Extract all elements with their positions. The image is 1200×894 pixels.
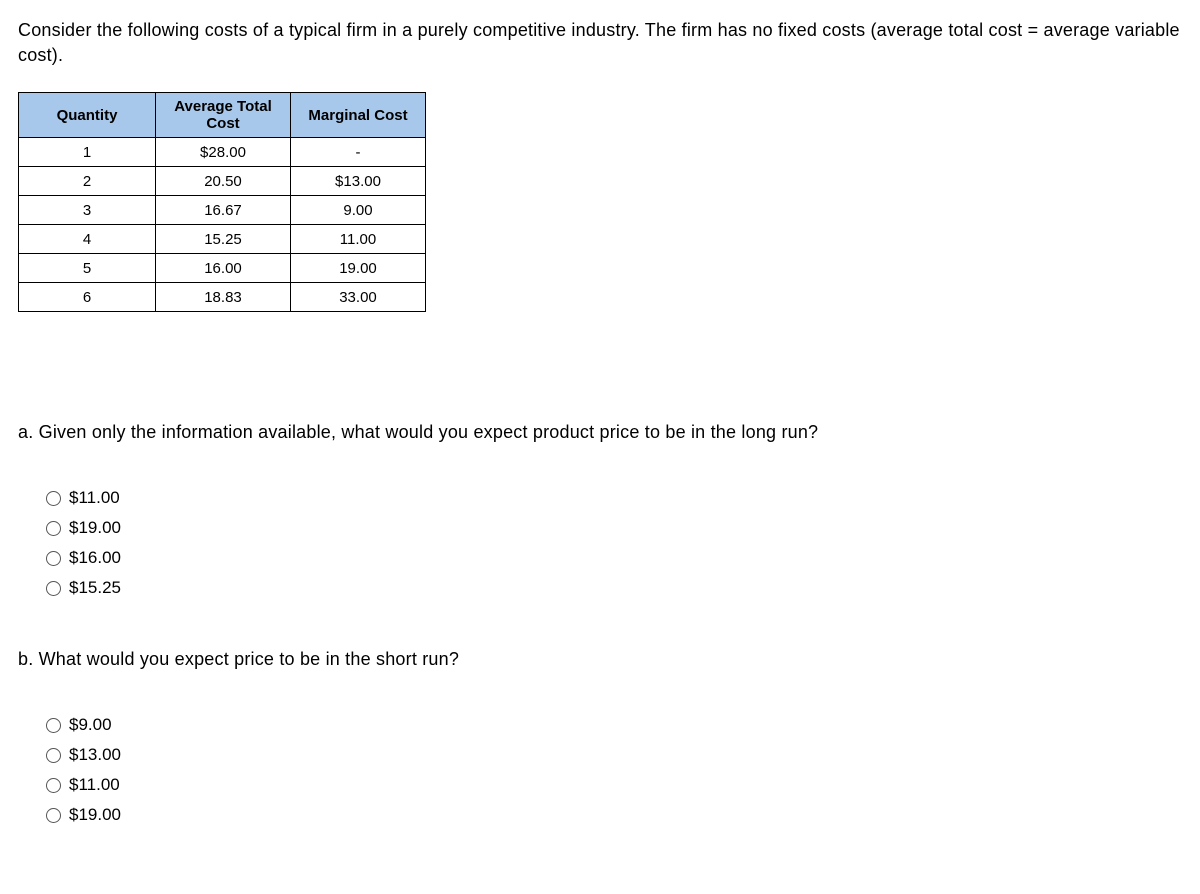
cell-quantity: 1 <box>19 138 156 167</box>
cell-mc: 19.00 <box>291 254 426 283</box>
cell-atc: 16.00 <box>156 254 291 283</box>
table-row: 2 20.50 $13.00 <box>19 167 426 196</box>
option-label: $9.00 <box>69 715 112 735</box>
cell-atc: 15.25 <box>156 225 291 254</box>
col-header-mc: Marginal Cost <box>291 93 426 138</box>
option-b-3[interactable]: $11.00 <box>46 770 1182 800</box>
question-a-options: $11.00 $19.00 $16.00 $15.25 <box>46 483 1182 603</box>
radio-icon <box>46 748 61 763</box>
radio-icon <box>46 778 61 793</box>
option-a-4[interactable]: $15.25 <box>46 573 1182 603</box>
radio-icon <box>46 491 61 506</box>
radio-icon <box>46 521 61 536</box>
option-label: $19.00 <box>69 805 121 825</box>
radio-icon <box>46 718 61 733</box>
cell-quantity: 5 <box>19 254 156 283</box>
col-header-atc: Average Total Cost <box>156 93 291 138</box>
option-label: $13.00 <box>69 745 121 765</box>
cell-atc: 20.50 <box>156 167 291 196</box>
option-label: $11.00 <box>69 775 120 795</box>
cell-atc: $28.00 <box>156 138 291 167</box>
table-row: 3 16.67 9.00 <box>19 196 426 225</box>
table-header-row: Quantity Average Total Cost Marginal Cos… <box>19 93 426 138</box>
question-b-options: $9.00 $13.00 $11.00 $19.00 <box>46 710 1182 830</box>
table-row: 5 16.00 19.00 <box>19 254 426 283</box>
table-row: 6 18.83 33.00 <box>19 283 426 312</box>
option-b-2[interactable]: $13.00 <box>46 740 1182 770</box>
cell-mc: 9.00 <box>291 196 426 225</box>
col-header-quantity: Quantity <box>19 93 156 138</box>
cell-mc: 11.00 <box>291 225 426 254</box>
question-b-text: b. What would you expect price to be in … <box>18 649 1182 670</box>
cell-atc: 16.67 <box>156 196 291 225</box>
option-a-3[interactable]: $16.00 <box>46 543 1182 573</box>
table-row: 4 15.25 11.00 <box>19 225 426 254</box>
cell-quantity: 6 <box>19 283 156 312</box>
radio-icon <box>46 551 61 566</box>
option-label: $19.00 <box>69 518 121 538</box>
option-label: $15.25 <box>69 578 121 598</box>
cell-atc: 18.83 <box>156 283 291 312</box>
option-label: $11.00 <box>69 488 120 508</box>
table-row: 1 $28.00 - <box>19 138 426 167</box>
option-b-4[interactable]: $19.00 <box>46 800 1182 830</box>
cost-table: Quantity Average Total Cost Marginal Cos… <box>18 92 426 312</box>
option-a-2[interactable]: $19.00 <box>46 513 1182 543</box>
cell-mc: - <box>291 138 426 167</box>
radio-icon <box>46 808 61 823</box>
cell-mc: 33.00 <box>291 283 426 312</box>
option-label: $16.00 <box>69 548 121 568</box>
question-a-text: a. Given only the information available,… <box>18 422 1182 443</box>
option-b-1[interactable]: $9.00 <box>46 710 1182 740</box>
cell-quantity: 2 <box>19 167 156 196</box>
cell-mc: $13.00 <box>291 167 426 196</box>
radio-icon <box>46 581 61 596</box>
intro-text: Consider the following costs of a typica… <box>18 18 1182 68</box>
cell-quantity: 4 <box>19 225 156 254</box>
cell-quantity: 3 <box>19 196 156 225</box>
option-a-1[interactable]: $11.00 <box>46 483 1182 513</box>
